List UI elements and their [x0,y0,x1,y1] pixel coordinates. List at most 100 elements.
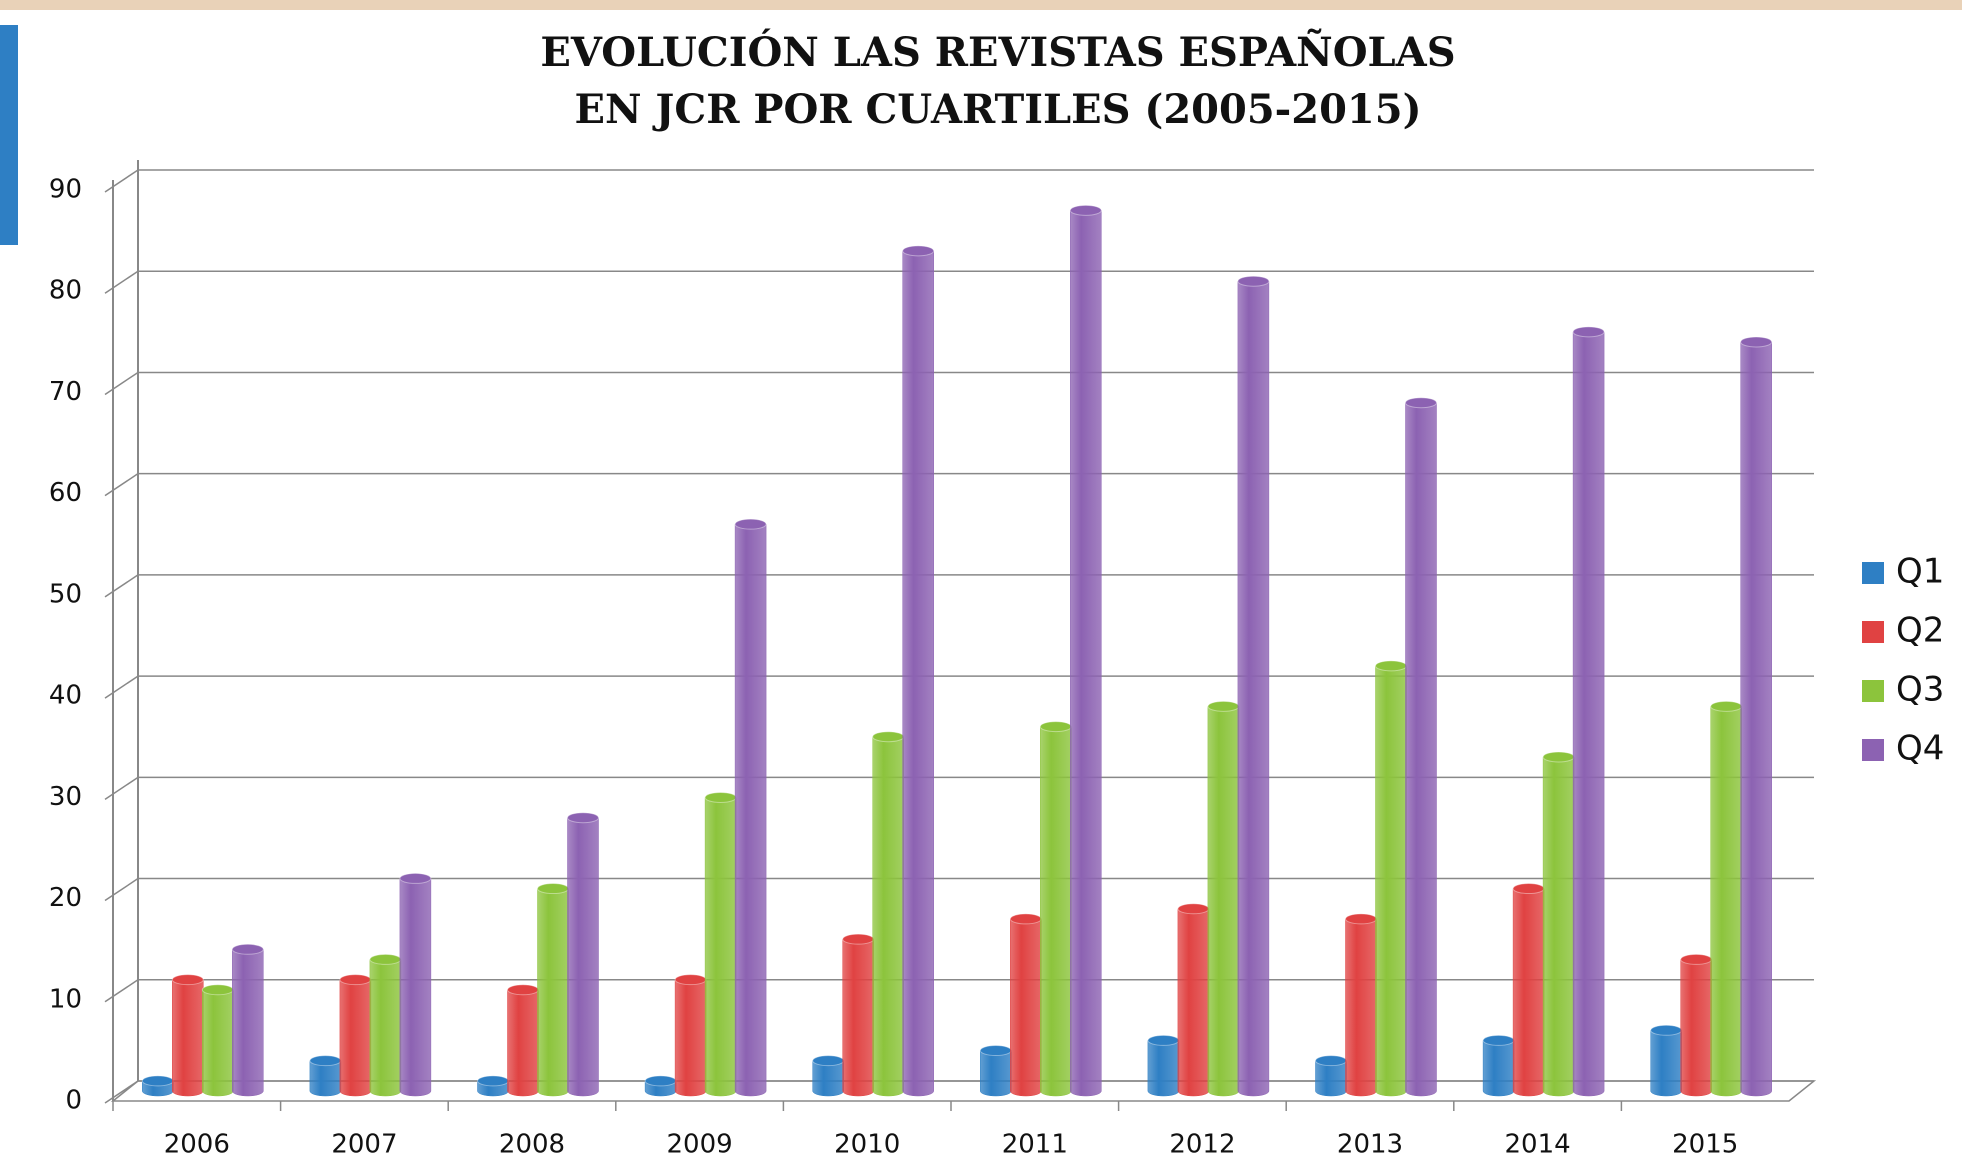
tick-mark [104,473,139,497]
bar-top [1650,1024,1683,1036]
legend-swatch [1862,680,1884,702]
floor [110,1080,1817,1102]
bar-top [309,1055,342,1067]
bar-top [1482,1034,1515,1046]
bar [902,250,934,1097]
bar-top [339,974,372,986]
bar-top [201,984,234,996]
bar-top [1680,953,1713,965]
legend-swatch [1862,621,1884,643]
y-tick-label: 50 [49,579,82,609]
tick-mark [104,979,139,1003]
bar [1375,665,1407,1097]
bar [369,959,402,1097]
bar [1405,402,1437,1097]
bar [674,979,707,1097]
bar-top [1069,204,1102,216]
bar-top [369,953,402,965]
x-tick-label: 2013 [1337,1130,1403,1160]
tick-mark [104,371,139,396]
bar-top [1039,721,1072,733]
bar-top [1512,883,1545,895]
bar [704,797,737,1097]
bar [1710,706,1742,1097]
bar [232,949,264,1097]
bar [1040,726,1072,1097]
tick-mark [104,169,139,193]
bar-top [537,883,569,895]
chart-title: EN JCR POR CUARTILES (2005-2015) [574,86,1421,133]
bar [1070,210,1102,1097]
bar-top [171,974,204,986]
x-tick-label: 2007 [331,1130,397,1160]
bar-top [1740,336,1773,348]
bar-top [1237,275,1270,287]
bar-top [979,1045,1012,1057]
bar [842,938,874,1097]
bar [1010,918,1042,1097]
bar-top [1177,903,1210,915]
bar-top [1710,700,1743,712]
bar [980,1050,1012,1097]
tick-mark [104,776,139,800]
bar [567,817,599,1097]
bar [1680,959,1712,1097]
bar-top [1375,660,1407,672]
bar [202,989,234,1097]
tick-mark [104,270,139,294]
y-tick-label: 40 [49,681,82,711]
y-tick-label: 80 [49,276,82,306]
top-strip [0,0,1962,10]
bar [1542,756,1575,1097]
y-tick-label: 60 [49,478,82,508]
tick-mark [104,877,139,902]
bar [1740,341,1772,1097]
bar-top [477,1075,509,1087]
tick-mark [104,675,139,699]
legend-swatch [1862,562,1884,584]
bar-top [1405,397,1437,409]
bar-top [399,872,432,884]
side-tab [0,25,18,245]
bar-top [141,1075,174,1087]
x-tick-label: 2012 [1169,1130,1235,1160]
x-tick-label: 2010 [834,1130,900,1160]
bar-top [231,943,264,955]
legend-label: Q2 [1896,611,1944,651]
bar [1177,908,1210,1097]
bar [1207,706,1240,1097]
bar-top [872,731,905,743]
bar-top [674,974,707,986]
y-tick-label: 10 [49,984,82,1014]
bar-top [567,812,599,824]
bar-top [1207,700,1240,712]
y-tick-label: 70 [49,377,82,407]
chart-title: EVOLUCIÓN LAS REVISTAS ESPAÑOLAS [540,29,1455,76]
y-tick-label: 90 [49,175,82,205]
y-tick-label: 0 [65,1086,82,1116]
y-tick-label: 20 [49,883,82,913]
bar [172,979,204,1097]
bar-top [1542,751,1575,763]
legend-label: Q3 [1896,670,1944,710]
bar [339,979,372,1097]
legend-label: Q4 [1896,729,1944,769]
x-tick-label: 2006 [164,1130,230,1160]
x-tick-label: 2014 [1505,1130,1571,1160]
bar-top [1147,1034,1180,1046]
bar-top [704,791,737,803]
x-tick-label: 2011 [1002,1130,1068,1160]
y-tick-label: 30 [49,782,82,812]
bar-top [1315,1055,1347,1067]
bar-top [1009,913,1042,925]
bar [1147,1040,1180,1097]
bar [1572,331,1605,1097]
bar [1345,918,1377,1097]
bar [734,523,767,1097]
bar-top [507,984,539,996]
bar-top [1345,913,1377,925]
bar [1650,1030,1682,1097]
x-tick-label: 2008 [499,1130,565,1160]
